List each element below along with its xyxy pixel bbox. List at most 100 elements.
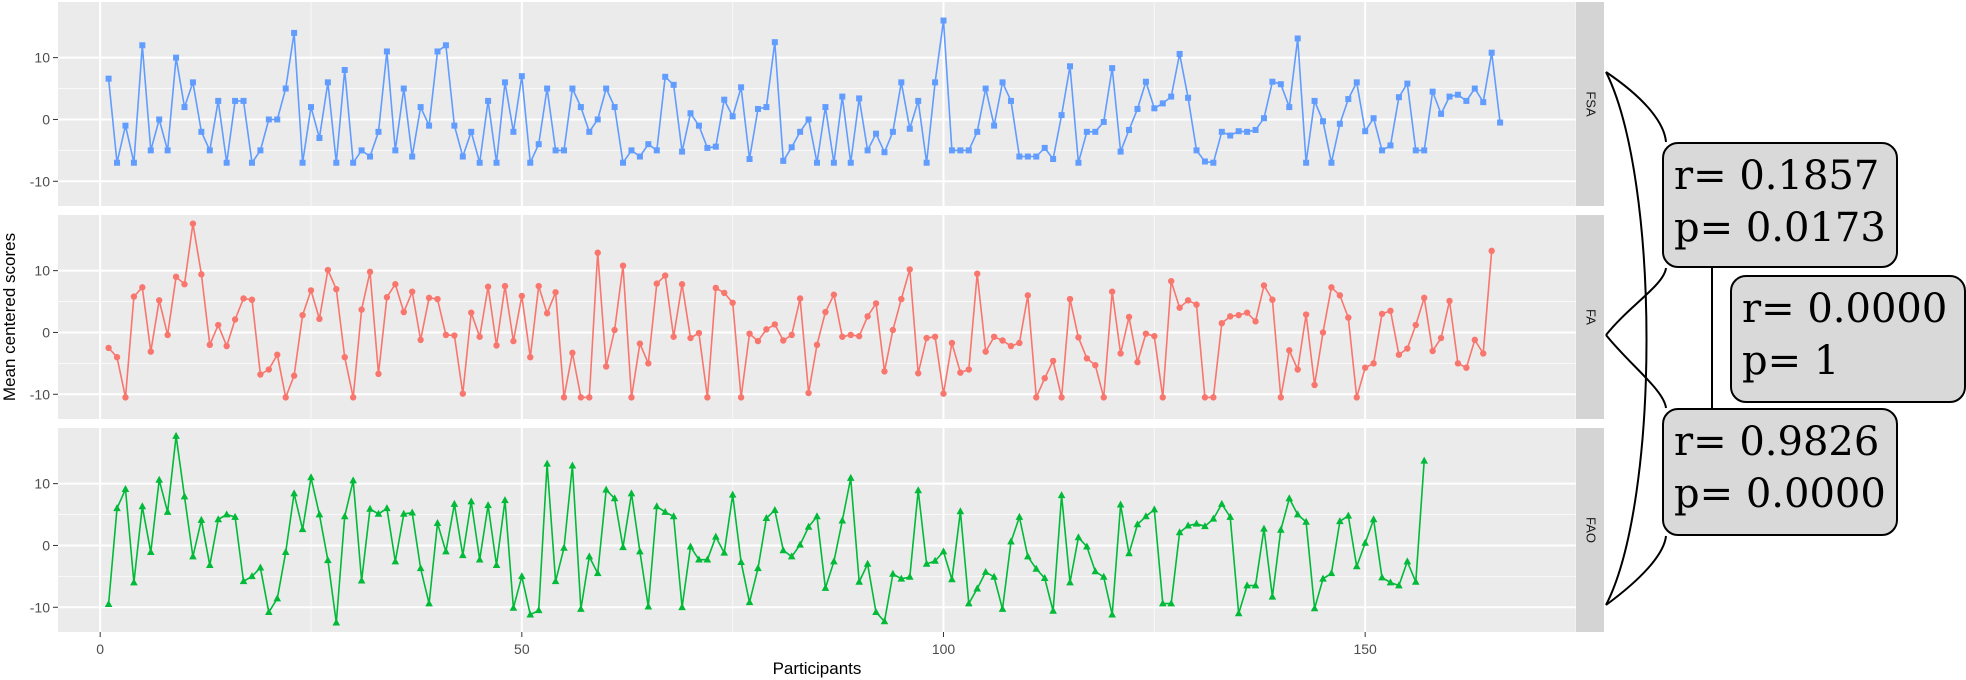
data-point <box>1480 350 1487 357</box>
data-point <box>1412 321 1419 329</box>
data-point <box>796 540 804 548</box>
data-point <box>1218 499 1226 507</box>
data-point <box>1100 394 1107 401</box>
data-point <box>156 297 163 304</box>
data-point <box>375 370 382 378</box>
data-point <box>1176 50 1183 57</box>
data-point <box>1117 350 1124 357</box>
data-point <box>1277 525 1285 533</box>
data-point <box>796 295 804 302</box>
data-point <box>1420 456 1428 464</box>
data-point <box>231 316 239 323</box>
data-point <box>240 97 247 104</box>
facet-strip <box>1576 215 1604 419</box>
data-point <box>1210 159 1217 166</box>
data-point <box>839 93 846 100</box>
data-point <box>1151 105 1158 112</box>
data-point <box>1235 128 1242 135</box>
data-point <box>1193 147 1200 154</box>
data-point <box>838 516 847 524</box>
data-point <box>687 110 694 117</box>
data-point <box>704 394 711 401</box>
data-point <box>274 351 281 358</box>
data-point <box>434 295 441 303</box>
series-line-fsa <box>107 19 1501 164</box>
data-point <box>391 557 400 565</box>
data-point <box>459 390 466 397</box>
data-point <box>257 147 264 154</box>
data-point <box>383 294 391 301</box>
data-point <box>981 567 990 575</box>
data-point <box>433 519 442 526</box>
annotation-fa-fao-p: p= 0.0000 <box>1674 471 1886 517</box>
data-point <box>509 603 518 611</box>
data-point <box>518 73 525 80</box>
data-point <box>1201 522 1209 530</box>
data-point <box>349 476 357 484</box>
data-point <box>1057 491 1066 499</box>
data-point <box>451 122 458 129</box>
data-point <box>552 147 559 154</box>
y-axis-title: Mean centered scores <box>0 233 19 401</box>
data-point <box>544 85 551 92</box>
data-point <box>1370 115 1377 122</box>
data-point <box>577 604 585 612</box>
data-point <box>417 336 424 344</box>
data-point <box>737 394 745 401</box>
data-point <box>510 337 517 345</box>
data-point <box>847 159 854 166</box>
data-point <box>627 489 636 497</box>
data-point <box>999 337 1006 344</box>
data-point <box>164 147 171 154</box>
data-point <box>316 135 323 141</box>
data-point <box>1471 85 1478 92</box>
data-point <box>914 486 922 494</box>
data-point <box>779 546 788 554</box>
data-point <box>1024 153 1031 160</box>
data-point <box>122 122 129 129</box>
data-point <box>206 147 213 154</box>
data-point <box>1361 538 1369 546</box>
data-point <box>1041 375 1048 382</box>
panel-background <box>58 428 1576 632</box>
data-point <box>940 390 947 397</box>
data-point <box>872 300 880 307</box>
data-point <box>763 326 770 333</box>
data-point <box>1336 120 1343 127</box>
data-point <box>484 501 492 509</box>
data-point <box>147 147 154 154</box>
data-point <box>526 610 535 618</box>
data-point <box>468 128 475 135</box>
data-point <box>1345 314 1352 321</box>
data-point <box>1226 512 1235 520</box>
data-point <box>1328 284 1335 291</box>
data-point <box>223 342 230 350</box>
data-point <box>358 306 365 313</box>
data-point <box>847 331 854 339</box>
data-point <box>535 282 542 290</box>
data-point <box>864 147 871 154</box>
data-point <box>416 564 425 572</box>
data-point <box>1099 572 1108 580</box>
data-point <box>139 42 146 49</box>
data-point <box>1294 35 1301 42</box>
data-point <box>1244 128 1251 135</box>
data-point <box>965 599 973 607</box>
data-point <box>383 504 391 512</box>
data-point <box>593 569 602 577</box>
data-point <box>771 321 779 328</box>
data-point <box>189 79 196 86</box>
data-point <box>1142 78 1149 85</box>
data-point <box>931 333 939 340</box>
annotation-fa-fao-r: r= 0.9826 <box>1674 419 1880 465</box>
data-point <box>1167 599 1175 607</box>
data-point <box>527 353 534 361</box>
data-point <box>1066 295 1074 303</box>
data-point <box>670 333 677 340</box>
data-point <box>1125 549 1133 557</box>
data-point <box>561 147 567 154</box>
data-point <box>1319 574 1327 582</box>
data-point <box>1049 357 1057 365</box>
data-point <box>459 551 467 559</box>
data-point <box>974 270 981 277</box>
